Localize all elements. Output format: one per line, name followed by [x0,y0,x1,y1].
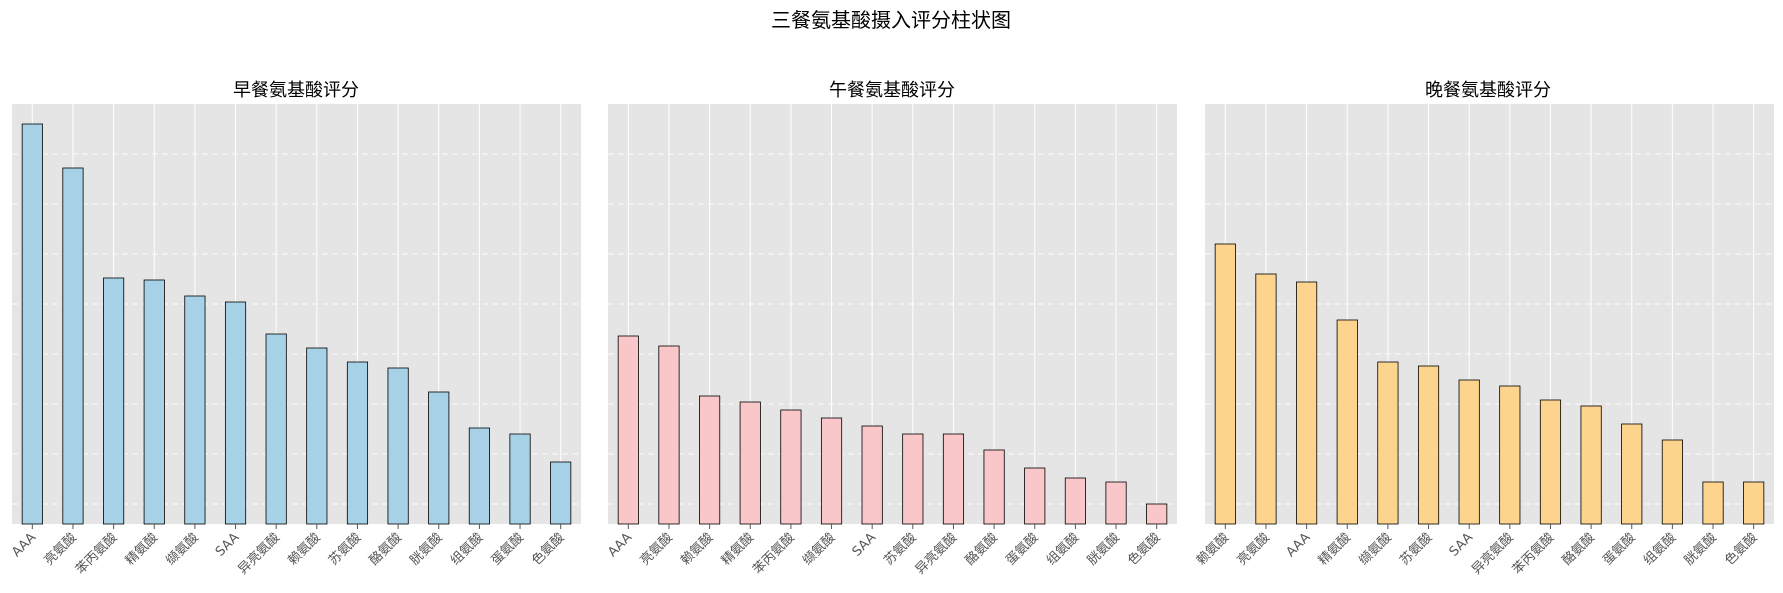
lunch-tick-label: 苏氨酸 [881,530,920,569]
lunch-tick-label: 亮氨酸 [637,530,676,569]
lunch-bar [1105,481,1127,525]
lunch-bar [820,417,843,525]
lunch-bar [658,345,680,525]
lunch-panel-title: 午餐氨基酸评分 [829,80,955,101]
lunch-tick-label: 缬氨酸 [800,530,838,568]
lunch-tick-label: 蛋氨酸 [1003,530,1041,568]
breakfast-bar [103,277,125,525]
dinner-tick-label: 胱氨酸 [1682,530,1720,568]
breakfast-bar [62,167,84,525]
breakfast-plot-area [12,104,581,524]
lunch-tick-label: 异亮氨酸 [912,530,960,578]
dinner-tick-label: AAA [1283,530,1313,560]
dinner-bar [1458,379,1480,525]
breakfast-bar [224,301,247,525]
lunch-tick-label: 胱氨酸 [1085,530,1123,568]
breakfast-bar [306,347,328,525]
dinner-bar [1743,481,1765,525]
breakfast-bar [21,123,43,525]
dinner-bar [1336,319,1358,525]
breakfast-tick-label: 胱氨酸 [407,530,445,568]
dinner-bar [1296,281,1318,525]
lunch-bar [739,401,761,525]
breakfast-tick-label: 缬氨酸 [164,530,202,568]
dinner-tick-label: 亮氨酸 [1234,530,1273,569]
lunch-bar [1064,477,1086,525]
breakfast-bar [550,461,572,525]
lunch-plot-area [608,104,1177,524]
breakfast-tick-label: 赖氨酸 [285,530,323,568]
dinner-bar [1377,361,1399,525]
breakfast-tick-label: 亮氨酸 [41,530,80,569]
lunch-tick-label: 酪氨酸 [962,530,1001,569]
dinner-tick-label: 缬氨酸 [1357,530,1395,568]
lunch-bar [902,433,924,525]
breakfast-bar [184,295,206,525]
dinner-tick-label: 组氨酸 [1641,530,1679,568]
dinner-tick-label: 苯丙氨酸 [1510,530,1557,577]
dinner-bar [1539,399,1562,525]
lunch-bar [942,433,965,525]
breakfast-tick-label: 色氨酸 [529,530,568,569]
breakfast-tick-label: 组氨酸 [448,530,486,568]
breakfast-panel-title: 早餐氨基酸评分 [233,80,359,101]
dinner-tick-label: 异亮氨酸 [1469,530,1517,578]
breakfast-tick-label: 酪氨酸 [366,530,405,569]
dinner-tick-label: 精氨酸 [1316,530,1354,568]
dinner-tick-label: 酪氨酸 [1559,530,1598,569]
lunch-bar [861,425,883,525]
breakfast-bar [346,361,369,525]
lunch-bar [983,449,1005,525]
breakfast-bar [468,427,490,525]
lunch-tick-label: 精氨酸 [719,530,757,568]
breakfast-tick-label: 蛋氨酸 [489,530,527,568]
lunch-tick-label: AAA [605,530,635,560]
breakfast-tick-label: 异亮氨酸 [235,530,283,578]
breakfast-bar [143,279,165,525]
breakfast-tick-label: 苯丙氨酸 [73,530,120,577]
breakfast-tick-label: AAA [9,530,39,560]
dinner-bar [1255,273,1277,525]
lunch-bar [1024,467,1046,525]
dinner-tick-label: SAA [1447,530,1477,560]
lunch-bar [1146,503,1168,525]
dinner-tick-label: 苏氨酸 [1396,530,1435,569]
dinner-bar [1702,481,1724,525]
lunch-bar [699,395,721,525]
lunch-tick-label: 苯丙氨酸 [750,530,797,577]
breakfast-tick-label: SAA [213,530,243,560]
lunch-tick-label: SAA [850,530,880,560]
dinner-bar [1621,423,1643,525]
lunch-tick-label: 赖氨酸 [678,530,716,568]
lunch-bar [617,335,639,525]
dinner-bar [1499,385,1521,525]
lunch-tick-label: 组氨酸 [1044,530,1082,568]
dinner-bar [1417,365,1440,525]
dinner-tick-label: 赖氨酸 [1194,530,1232,568]
dinner-tick-label: 色氨酸 [1722,530,1761,569]
dinner-bar [1214,243,1236,525]
dinner-bar [1661,439,1683,525]
breakfast-bar [265,333,287,525]
figure-title: 三餐氨基酸摄入评分柱状图 [771,8,1011,32]
dinner-bar [1580,405,1602,525]
breakfast-bar [428,391,450,525]
lunch-bar [780,409,802,525]
dinner-plot-area [1205,104,1774,524]
dinner-tick-label: 蛋氨酸 [1600,530,1638,568]
breakfast-bar [509,433,531,525]
dinner-panel-title: 晚餐氨基酸评分 [1425,80,1551,101]
breakfast-tick-label: 苏氨酸 [325,530,364,569]
breakfast-tick-label: 精氨酸 [123,530,161,568]
lunch-tick-label: 色氨酸 [1125,530,1164,569]
breakfast-bar [387,367,409,525]
